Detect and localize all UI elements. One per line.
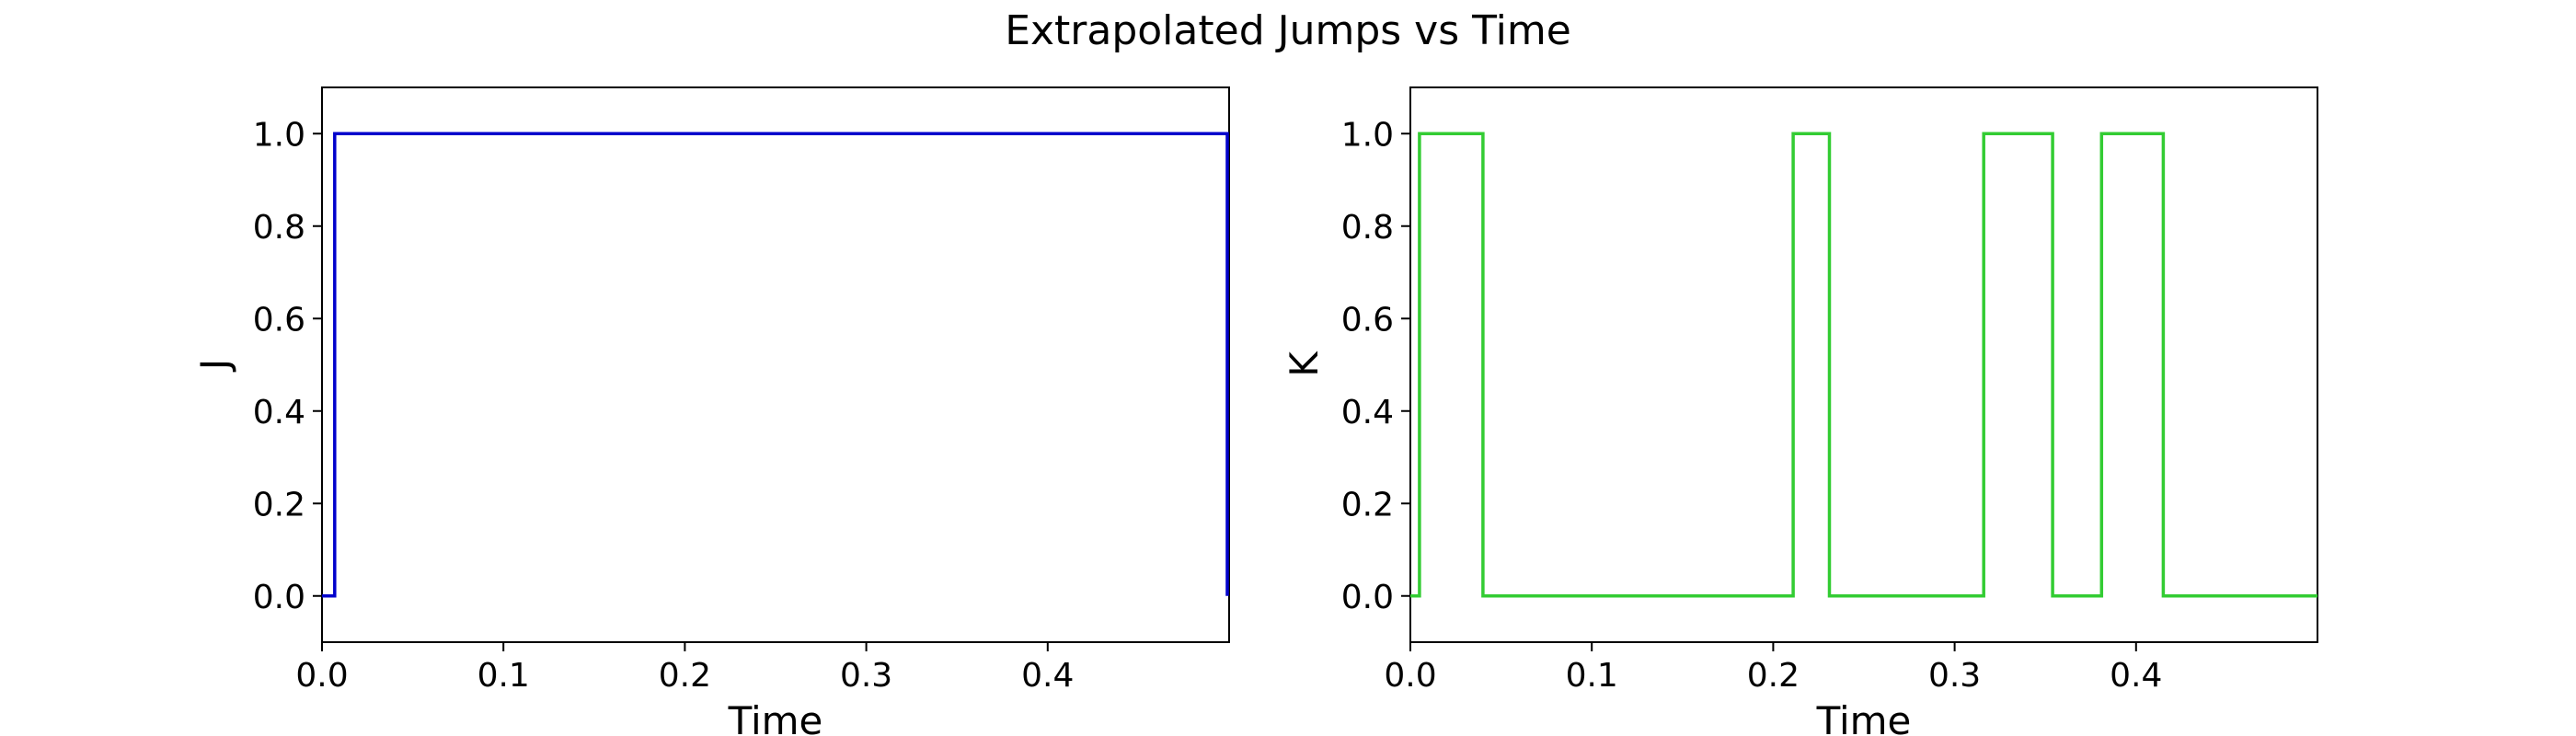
y-tick-label: 0.6 (253, 301, 305, 339)
x-tick-label: 0.2 (659, 657, 711, 695)
y-tick-label: 0.0 (1341, 579, 1394, 616)
subplot-k: 0.0 0.1 0.2 0.3 0.4 0.00.20.40.60.81.0 Time … (1282, 86, 2318, 736)
y-tick-label: 0.8 (253, 209, 305, 247)
x-tick-label: 0.4 (2110, 657, 2162, 695)
x-tick-label: 0.3 (1928, 657, 1981, 695)
series-line-j (322, 132, 1229, 598)
x-axis-label: Time (1816, 698, 1912, 736)
y-tick-label: 0.4 (1341, 394, 1394, 431)
y-tick-label: 0.2 (253, 486, 305, 523)
y-tick-label: 0.8 (1341, 209, 1394, 247)
y-tick-label: 0.4 (253, 394, 305, 431)
plot-frame (1409, 86, 2318, 643)
y-tick-label: 0.6 (1341, 301, 1394, 339)
x-tick-label: 0.3 (840, 657, 892, 695)
y-axis-label: K (1282, 351, 1327, 377)
figure-title: Extrapolated Jumps vs Time (1005, 7, 1571, 54)
x-tick-label: 0.1 (1566, 657, 1618, 695)
x-tick-label: 0.1 (477, 657, 530, 695)
y-tick-label: 1.0 (253, 116, 305, 154)
y-tick-label: 0.0 (253, 579, 305, 616)
x-tick-label: 0.0 (1384, 657, 1436, 695)
x-axis-label: Time (728, 698, 823, 736)
plot-frame (321, 86, 1230, 643)
x-tick-label: 0.2 (1747, 657, 1800, 695)
series-line-k (1410, 132, 2317, 598)
y-axis-label: J (192, 359, 237, 373)
y-tick-label: 1.0 (1341, 116, 1394, 154)
x-tick-label: 0.0 (295, 657, 348, 695)
x-tick-label: 0.4 (1021, 657, 1074, 695)
y-tick-label: 0.2 (1341, 486, 1394, 523)
subplot-j: 0.0 0.1 0.2 0.3 0.4 0.00.20.40.60.81.0 Time … (192, 86, 1230, 736)
